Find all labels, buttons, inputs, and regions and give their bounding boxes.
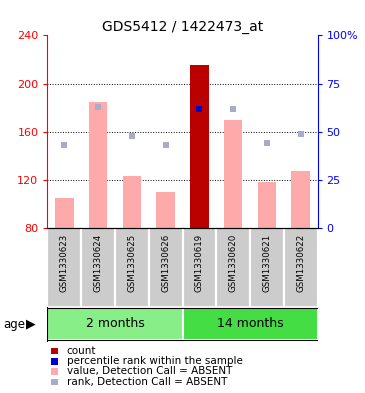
Bar bbox=[250, 228, 284, 307]
Text: GSM1330620: GSM1330620 bbox=[228, 234, 238, 292]
Bar bbox=[115, 228, 149, 307]
Bar bbox=[156, 192, 175, 228]
Bar bbox=[149, 228, 182, 307]
Text: GSM1330624: GSM1330624 bbox=[93, 234, 103, 292]
Text: GSM1330622: GSM1330622 bbox=[296, 234, 305, 292]
Text: age: age bbox=[4, 318, 26, 331]
Bar bbox=[182, 228, 216, 307]
Text: GSM1330619: GSM1330619 bbox=[195, 234, 204, 292]
Text: GSM1330621: GSM1330621 bbox=[262, 234, 272, 292]
Bar bbox=[224, 119, 242, 228]
Text: GSM1330623: GSM1330623 bbox=[60, 234, 69, 292]
Text: rank, Detection Call = ABSENT: rank, Detection Call = ABSENT bbox=[67, 376, 227, 387]
Bar bbox=[47, 228, 81, 307]
Bar bbox=[47, 308, 182, 340]
Text: percentile rank within the sample: percentile rank within the sample bbox=[67, 356, 243, 366]
Bar bbox=[291, 171, 310, 228]
Bar bbox=[190, 66, 209, 228]
Bar bbox=[81, 228, 115, 307]
Bar bbox=[55, 198, 74, 228]
Text: ▶: ▶ bbox=[26, 318, 36, 331]
Bar bbox=[284, 228, 318, 307]
Text: 2 months: 2 months bbox=[86, 317, 144, 330]
Text: value, Detection Call = ABSENT: value, Detection Call = ABSENT bbox=[67, 366, 232, 376]
Bar bbox=[123, 176, 141, 228]
Bar bbox=[258, 182, 276, 228]
Text: 14 months: 14 months bbox=[217, 317, 283, 330]
Bar bbox=[216, 228, 250, 307]
Bar bbox=[89, 101, 107, 228]
Bar bbox=[182, 308, 318, 340]
Title: GDS5412 / 1422473_at: GDS5412 / 1422473_at bbox=[102, 20, 263, 34]
Text: GSM1330625: GSM1330625 bbox=[127, 234, 137, 292]
Text: GSM1330626: GSM1330626 bbox=[161, 234, 170, 292]
Text: count: count bbox=[67, 346, 96, 356]
